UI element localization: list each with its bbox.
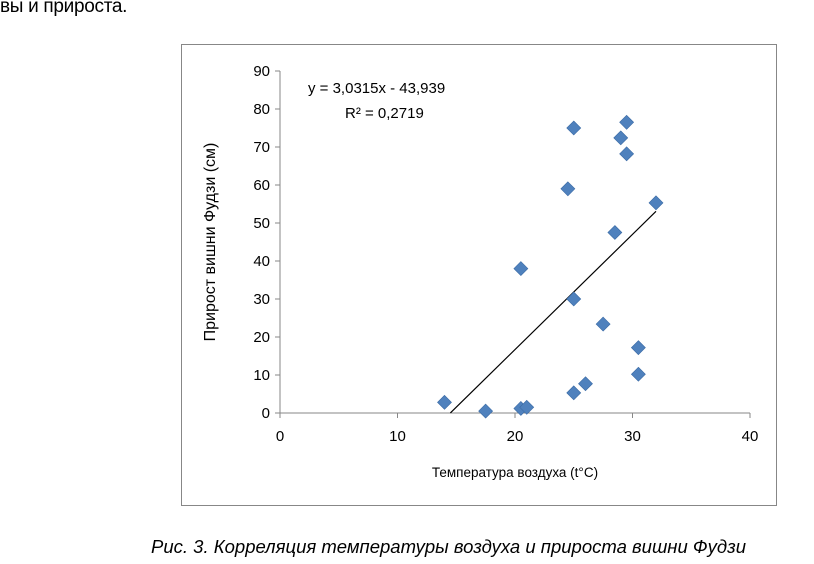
trendline-equation: y = 3,0315x - 43,939 — [308, 80, 445, 97]
x-tick-label: 10 — [389, 428, 406, 445]
scatter-chart: 0 10 20 30 40 50 60 70 80 90 0 10 20 30 40 y = 3,0315x… — [202, 63, 758, 480]
trendline: y = 3,0315x - 43,939 R² = 0,2719 — [308, 80, 657, 414]
y-axis-title: Прирост вишни Фудзи (см) — [202, 143, 219, 342]
data-point — [566, 385, 582, 401]
data-point — [613, 130, 629, 146]
y-tick-label: 10 — [253, 367, 270, 384]
data-point — [595, 316, 611, 332]
data-point — [478, 403, 494, 419]
y-tick-label: 50 — [253, 215, 270, 232]
y-tick-label: 40 — [253, 253, 270, 270]
x-tick-label: 20 — [507, 428, 524, 445]
data-point — [578, 376, 593, 392]
data-point — [630, 366, 646, 382]
axis-labels: Температура воздуха (t°C) Прирост вишни Ф… — [202, 143, 598, 480]
y-tick-label: 80 — [253, 101, 270, 118]
preceding-text-fragment: вы и прироста. — [0, 0, 128, 17]
data-point — [519, 399, 535, 415]
trendline-r-squared: R² = 0,2719 — [345, 105, 424, 122]
data-point — [566, 120, 582, 136]
data-point — [648, 195, 664, 211]
data-point — [437, 394, 452, 410]
y-tick-label: 20 — [253, 329, 270, 346]
data-points — [437, 114, 664, 419]
x-axis-title: Температура воздуха (t°C) — [432, 465, 598, 480]
x-tick-label: 30 — [624, 428, 641, 445]
y-tick-label: 70 — [253, 139, 270, 156]
data-point — [513, 261, 529, 277]
y-tick-label: 30 — [253, 291, 270, 308]
y-tick-label: 0 — [262, 405, 270, 422]
data-point — [560, 181, 576, 197]
data-point — [566, 291, 582, 307]
data-point — [619, 114, 635, 130]
y-tick-label: 60 — [253, 177, 270, 194]
x-tick-label: 0 — [276, 428, 284, 445]
data-point — [607, 225, 623, 240]
data-point — [619, 146, 635, 162]
y-tick-label: 90 — [253, 63, 270, 80]
data-point — [630, 340, 646, 356]
axes: 0 10 20 30 40 50 60 70 80 90 0 10 20 30 40 — [253, 63, 758, 445]
chart-frame: 0 10 20 30 40 50 60 70 80 90 0 10 20 30 40 y = 3,0315x… — [181, 44, 777, 506]
trendline-line — [449, 210, 657, 414]
figure-caption: Рис. 3. Корреляция температуры воздуха и… — [151, 536, 746, 557]
x-tick-label: 40 — [742, 428, 759, 445]
